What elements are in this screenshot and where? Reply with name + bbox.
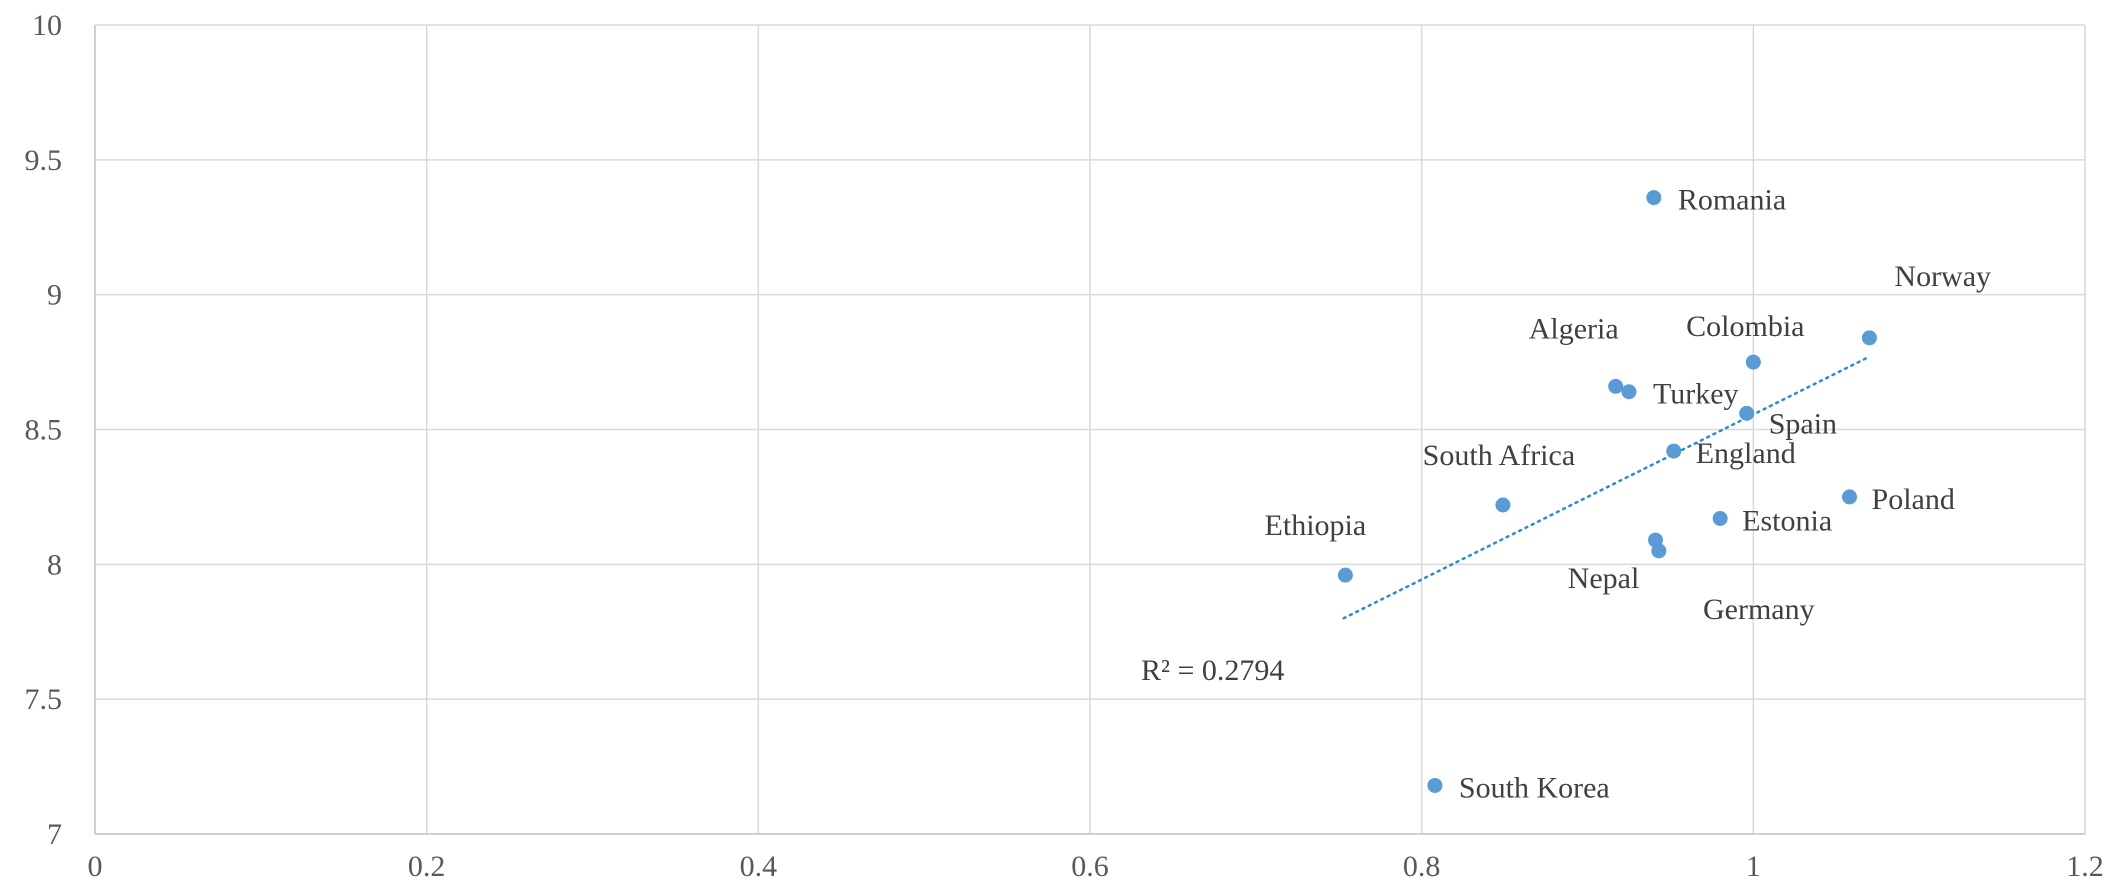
x-tick-label: 0.8 — [1403, 850, 1441, 883]
point-label-poland: Poland — [1872, 483, 1955, 516]
point-label-norway: Norway — [1894, 260, 1991, 293]
point-south-korea — [1427, 777, 1443, 793]
grid — [94, 24, 2086, 835]
point-estonia — [1712, 510, 1728, 526]
y-tick-label: 8 — [47, 548, 62, 581]
point-norway — [1861, 330, 1877, 346]
point-label-south-korea: South Korea — [1459, 771, 1610, 804]
point-label-romania: Romania — [1678, 184, 1786, 217]
y-tick-label: 10 — [32, 9, 62, 42]
point-england — [1666, 443, 1682, 459]
point-colombia — [1745, 354, 1761, 370]
point-spain — [1739, 405, 1755, 421]
x-tick-label: 0.6 — [1071, 850, 1109, 883]
y-tick-label: 8.5 — [25, 414, 63, 447]
y-tick-label: 7 — [47, 818, 62, 851]
x-tick-label: 0 — [88, 850, 103, 883]
trendline-layer — [1342, 355, 1871, 620]
point-labels: RomaniaNorwayColombiaAlgeriaTurkeySpainE… — [1265, 184, 1992, 805]
y-tick-label: 9.5 — [25, 144, 63, 177]
point-label-ethiopia: Ethiopia — [1265, 509, 1367, 542]
point-romania — [1646, 190, 1662, 206]
point-label-nepal: Nepal — [1568, 562, 1640, 595]
r-squared-label: R² = 0.2794 — [1141, 654, 1284, 687]
point-label-germany: Germany — [1703, 593, 1815, 626]
x-tick-label: 0.4 — [740, 850, 778, 883]
tick-labels: 0 0.2 0.4 0.6 0.8 1 1.2 7 7.5 8 8.5 9 9.5 10 — [25, 9, 2104, 883]
point-algeria — [1608, 378, 1624, 394]
point-south-africa — [1495, 497, 1511, 513]
point-ethiopia — [1337, 567, 1353, 583]
x-tick-label: 0.2 — [408, 850, 446, 883]
point-germany — [1651, 543, 1667, 559]
trendline — [1342, 355, 1871, 620]
point-label-england: England — [1696, 437, 1796, 470]
point-turkey — [1621, 384, 1637, 400]
point-label-algeria: Algeria — [1529, 312, 1619, 345]
data-points — [1337, 190, 1877, 793]
point-label-spain: Spain — [1769, 407, 1837, 440]
point-label-turkey: Turkey — [1653, 378, 1739, 411]
x-tick-label: 1.2 — [2066, 850, 2104, 883]
x-tick-label: 1 — [1746, 850, 1761, 883]
point-poland — [1842, 489, 1858, 505]
point-label-colombia: Colombia — [1686, 310, 1804, 343]
y-tick-label: 7.5 — [25, 683, 63, 716]
point-label-estonia: Estonia — [1742, 504, 1832, 537]
y-tick-label: 9 — [47, 279, 62, 312]
point-label-south-africa: South Africa — [1423, 439, 1575, 472]
